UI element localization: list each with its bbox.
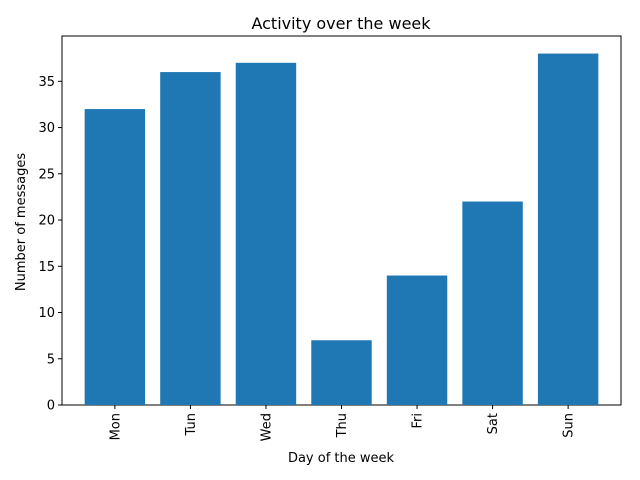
bar-thu (311, 340, 372, 405)
y-tick-label: 5 (47, 352, 55, 367)
y-axis-label: Number of messages (14, 153, 29, 291)
x-tick-label-sun: Sun (562, 413, 577, 438)
x-tick-label-sat: Sat (486, 413, 501, 434)
x-tick-label-fri: Fri (411, 413, 426, 429)
y-tick-label: 25 (38, 167, 55, 182)
x-axis-label: Day of the week (288, 451, 395, 466)
y-axis: 0 5 10 15 20 25 30 35 (38, 75, 62, 414)
bar-fri (386, 275, 448, 405)
bars-group (84, 53, 599, 405)
y-tick-label: 30 (38, 121, 55, 136)
x-tick-label-tun: Tun (184, 413, 199, 436)
x-tick-label-mon: Mon (108, 413, 123, 440)
x-tick-label-wed: Wed (259, 413, 274, 441)
y-tick-label: 20 (38, 214, 55, 229)
bar-mon (84, 109, 146, 405)
bar-sun (537, 53, 599, 405)
y-tick-label: 35 (38, 75, 55, 90)
y-tick-label: 0 (47, 399, 55, 414)
bar-sat (462, 201, 523, 405)
bar-wed (235, 62, 297, 405)
y-tick-label: 15 (38, 260, 55, 275)
chart-title: Activity over the week (251, 14, 431, 33)
x-tick-label-thu: Thu (335, 413, 350, 438)
bar-tun (160, 72, 221, 405)
x-axis: Mon Tun Wed Thu Fri Sat Sun (108, 405, 577, 441)
y-tick-label: 10 (38, 306, 55, 321)
